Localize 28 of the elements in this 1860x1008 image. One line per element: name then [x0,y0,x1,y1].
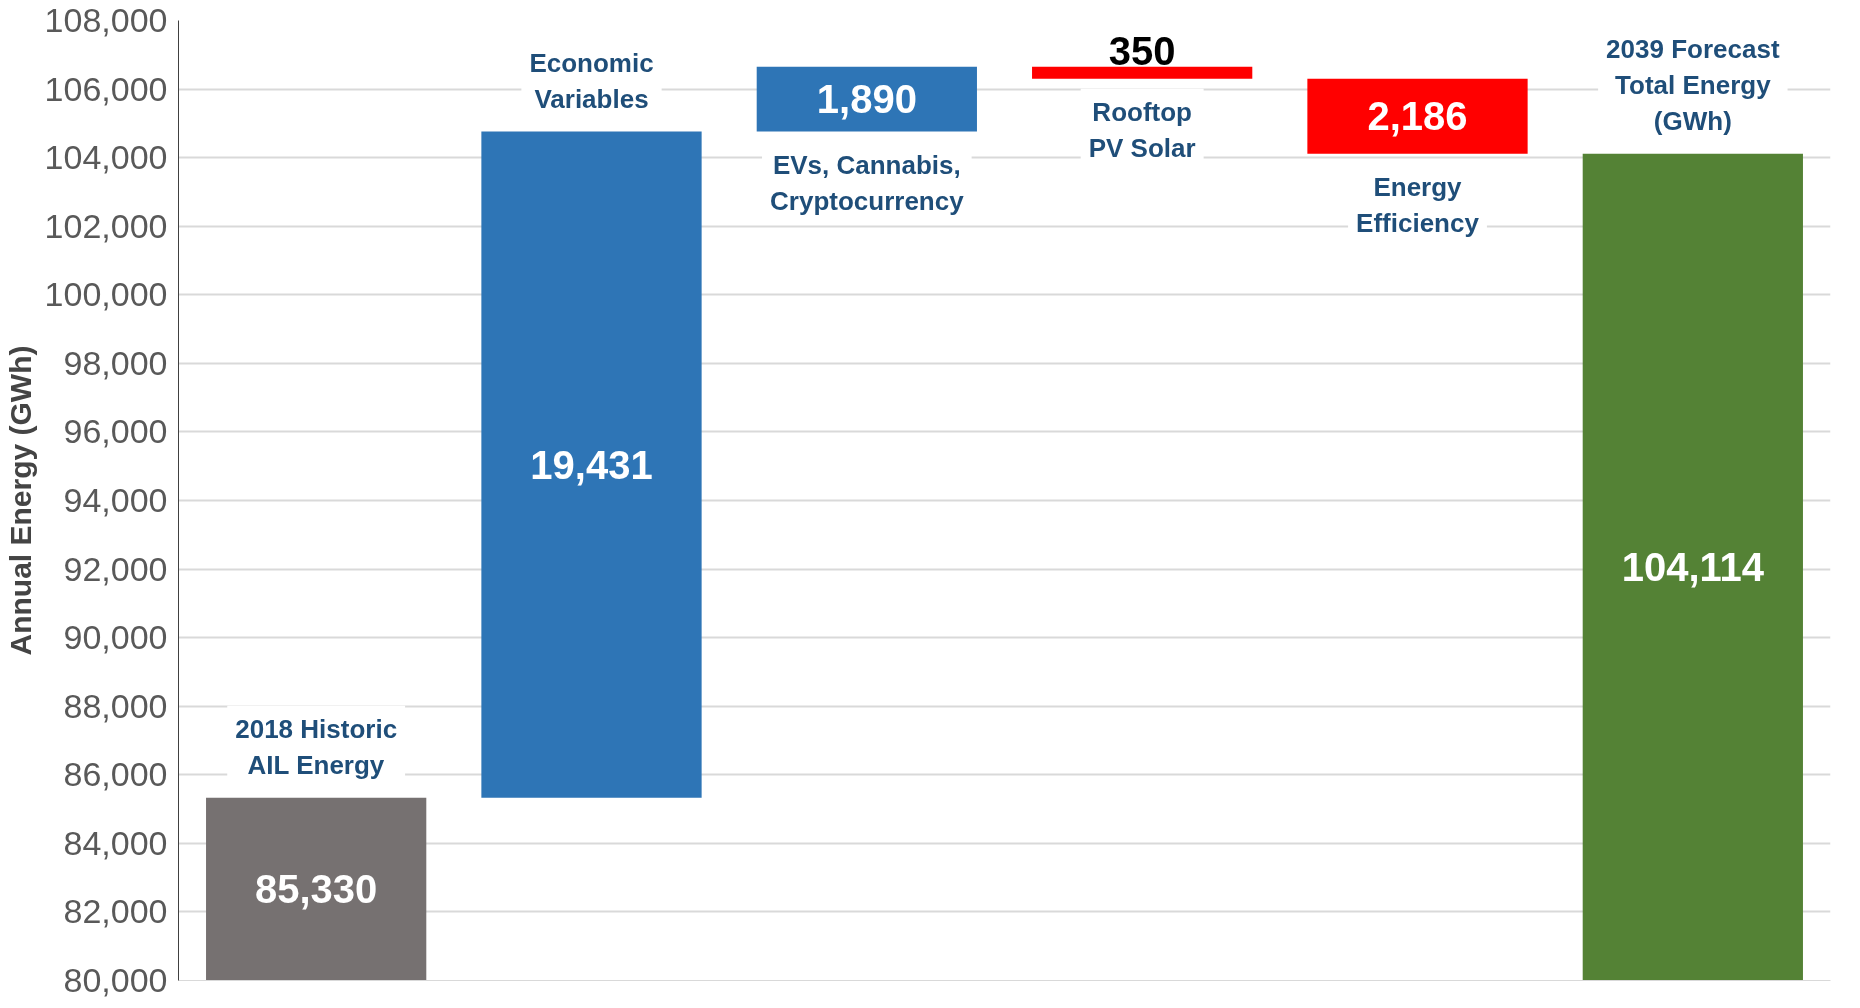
y-axis-title: Annual Energy (GWh) [3,345,37,656]
data-label: 1,890 [816,77,917,122]
data-label: 85,330 [254,867,378,912]
data-label: 104,114 [1621,545,1765,590]
y-tick-label: 80,000 [63,961,168,999]
y-tick-label: 94,000 [63,481,168,519]
x-tick-label: EVs, Cannabis, Cryptocurrency [770,149,965,216]
y-tick-label: 84,000 [63,823,168,862]
data-label: 2,186 [1367,94,1468,139]
y-tick-label: 88,000 [63,686,168,725]
y-tick-label: 98,000 [63,343,168,382]
data-label: 19,431 [530,442,653,487]
x-tick-label: 2018 Historic AIL Energy [235,713,398,780]
y-tick-label: 92,000 [63,549,168,588]
x-tick-label: Rooftop PV Solar [1088,96,1196,163]
y-tick-label: 108,000 [44,1,168,39]
x-tick-label: Energy Efficiency [1356,171,1480,238]
data-label: 350 [1108,28,1176,73]
y-tick-label: 90,000 [63,618,168,657]
y-tick-label: 102,000 [44,206,168,245]
y-tick-label: 106,000 [44,69,168,108]
x-tick-label: Economic Variables [529,47,654,114]
y-tick-label: 100,000 [44,275,168,314]
y-tick-label: 96,000 [63,412,168,451]
y-tick-label: 86,000 [63,755,168,794]
y-tick-label: 104,000 [44,138,168,177]
x-tick-label: 2039 Forecast Total Energy (GWh) [1606,33,1780,136]
y-tick-label: 82,000 [63,892,168,931]
